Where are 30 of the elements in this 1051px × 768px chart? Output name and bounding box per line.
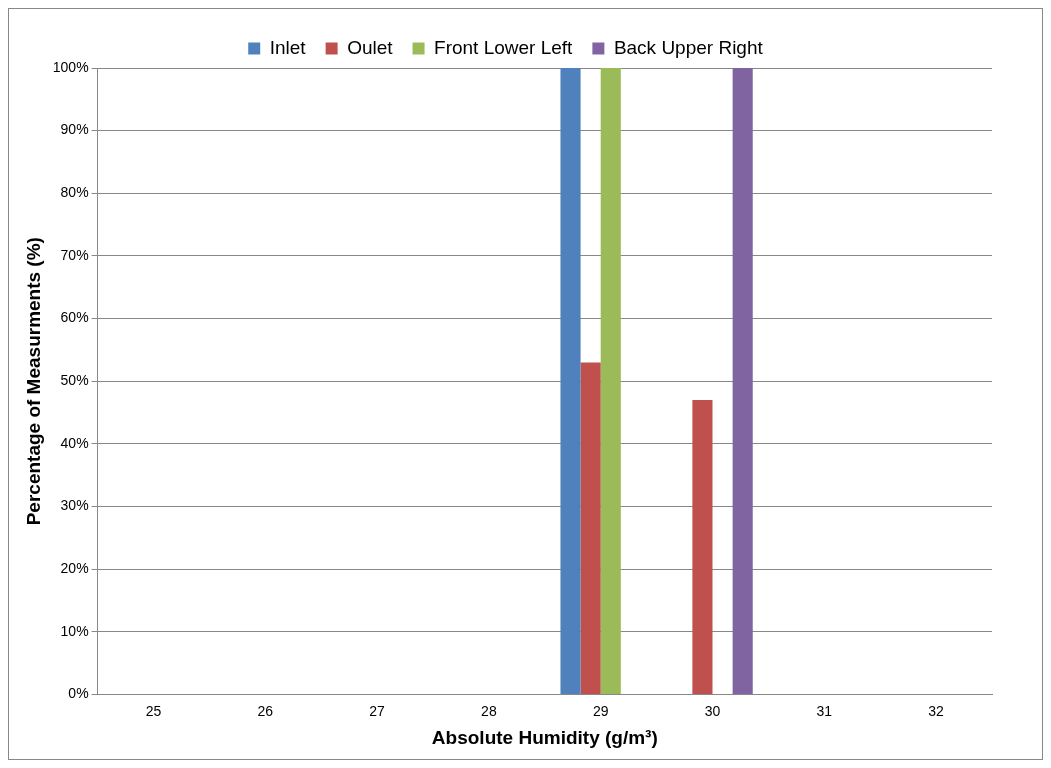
y-tick-label: 90% — [60, 121, 89, 138]
x-axis-title: Absolute Humidity (g/m³) — [431, 726, 658, 748]
legend-label: Inlet — [269, 36, 307, 58]
y-axis-title: Percentage of Measurments (%) — [22, 237, 44, 526]
legend-label: Back Upper Right — [613, 36, 764, 58]
y-tick-label: 60% — [60, 309, 89, 326]
bar — [560, 68, 581, 694]
bar — [600, 68, 621, 694]
y-tick-label: 0% — [68, 685, 89, 702]
y-tick-label: 50% — [60, 372, 89, 389]
x-tick-label: 28 — [481, 702, 497, 719]
x-tick-label: 32 — [928, 702, 945, 719]
x-tick-label: 30 — [704, 702, 721, 719]
legend-label: Oulet — [347, 36, 394, 58]
x-tick-label: 25 — [145, 702, 162, 719]
x-tick-label: 29 — [592, 702, 609, 719]
bar — [732, 68, 753, 694]
y-tick-label: 30% — [60, 497, 89, 514]
y-tick-label: 80% — [60, 184, 89, 201]
y-tick-label: 70% — [60, 246, 89, 263]
legend-label: Front Lower Left — [434, 36, 574, 58]
x-tick-label: 27 — [369, 702, 386, 719]
x-tick-label: 26 — [257, 702, 274, 719]
y-tick-label: 20% — [60, 559, 89, 576]
y-tick-label: 10% — [60, 622, 89, 639]
x-tick-label: 31 — [816, 702, 833, 719]
bar — [580, 362, 601, 694]
bar — [692, 399, 713, 694]
y-tick-label: 40% — [60, 434, 89, 451]
y-tick-label: 100% — [52, 58, 89, 75]
